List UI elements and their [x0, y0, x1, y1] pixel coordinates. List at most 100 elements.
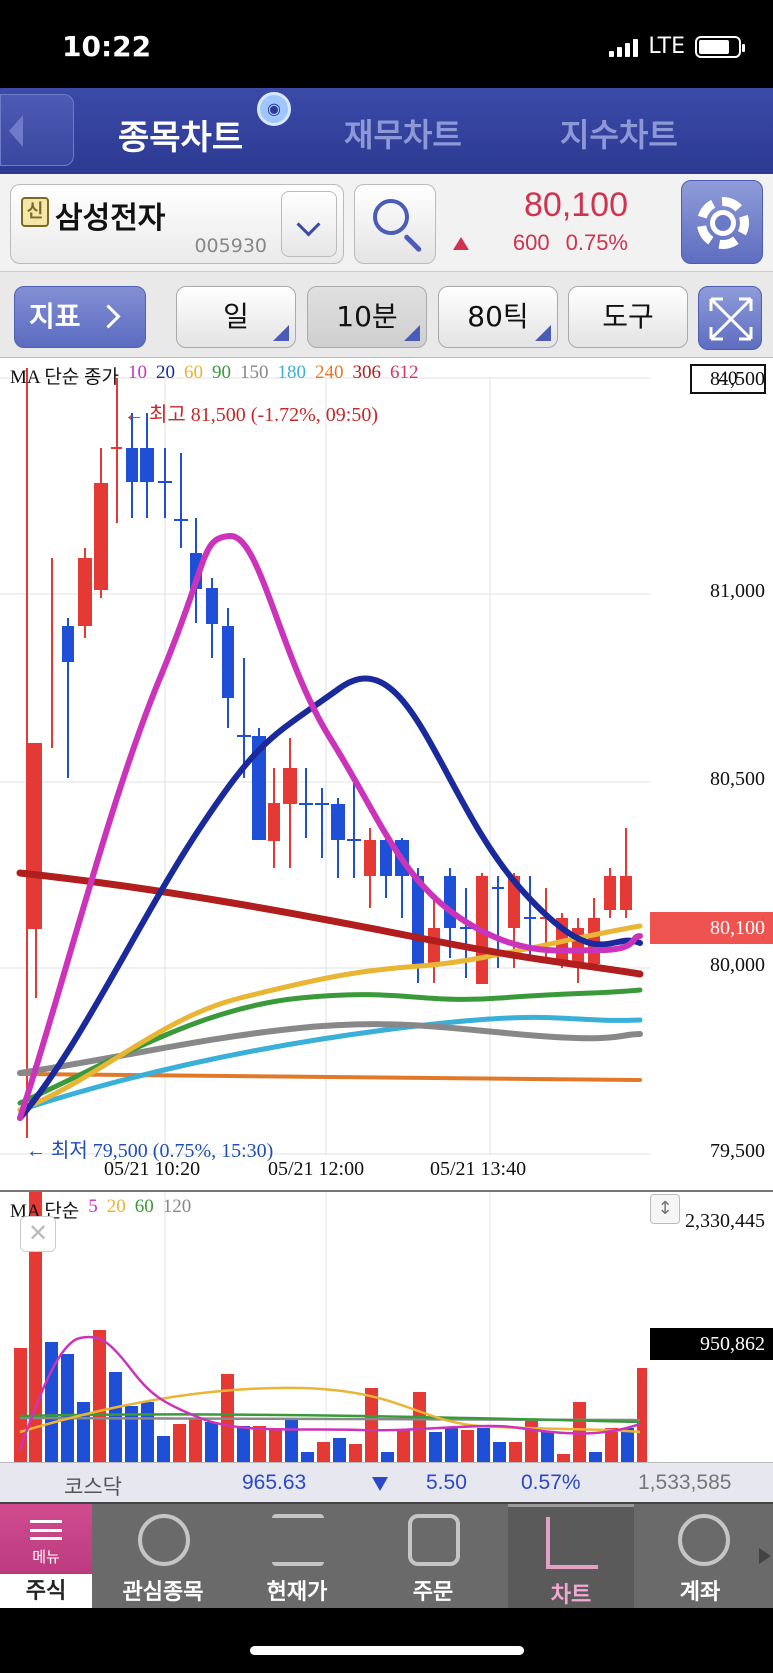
x-axis-tick: 05/21 12:00: [268, 1158, 365, 1180]
interval-button[interactable]: 10분: [307, 286, 427, 348]
tab-financial-chart[interactable]: 재무차트: [344, 116, 462, 154]
low-price-label: ← 최저 79,500 (0.75%, 15:30): [26, 1140, 274, 1162]
stock-info-bar: 신 삼성전자 005930 80,100 600 0.75%: [0, 174, 773, 272]
current-price: 80,100: [524, 186, 628, 224]
volume-current-tag: 950,862: [650, 1328, 773, 1360]
stock-code: 005930: [194, 235, 267, 257]
index-name: 코스닥: [64, 1476, 122, 1499]
x-axis-tick: 05/21 13:40: [430, 1158, 527, 1180]
index-volume: 1,533,585: [638, 1471, 732, 1494]
chart-toolbar: 지표 일 10분 80틱 도구: [0, 272, 773, 358]
close-icon[interactable]: ✕: [20, 1216, 56, 1252]
index-change: 5.50: [426, 1471, 467, 1494]
ma-legend-item: 90: [212, 362, 231, 383]
ma-legend-item: 60: [184, 362, 203, 383]
search-icon: [373, 199, 409, 235]
nav-current-price[interactable]: 현재가: [234, 1504, 360, 1610]
home-indicator[interactable]: [250, 1646, 524, 1655]
gear-icon: [697, 197, 749, 249]
y-axis-tick: 81,500: [710, 368, 765, 390]
stock-name: 삼성전자: [55, 201, 166, 236]
candles: [26, 368, 632, 1138]
nav-label: 관심종목: [122, 1580, 204, 1605]
status-time: 10:22: [62, 30, 152, 63]
ma-10-line: [17, 533, 643, 1121]
ma-60-line: [17, 923, 643, 1113]
battery-icon: [695, 35, 745, 58]
status-bar: 10:22 LTE: [0, 0, 773, 88]
vol-legend-item: 5: [88, 1196, 98, 1217]
tab-index-chart[interactable]: 지수차트: [560, 116, 678, 154]
index-value: 965.63: [242, 1471, 307, 1494]
vol-legend-item: 120: [162, 1196, 192, 1217]
order-icon: [408, 1514, 460, 1566]
header-tabs: 종목차트 ◉ 재무차트 지수차트: [0, 88, 773, 174]
down-triangle-icon: [372, 1477, 388, 1491]
x-axis-tick: 05/21 10:20: [104, 1158, 201, 1180]
current-price-icon: [272, 1514, 324, 1566]
stock-selector[interactable]: 신 삼성전자 005930: [10, 184, 344, 264]
tools-button[interactable]: 도구: [568, 286, 688, 348]
home-indicator-area: [0, 1608, 773, 1673]
day-label: 일: [223, 300, 249, 333]
nav-more-arrow-icon[interactable]: [759, 1548, 771, 1564]
index-change-percent: 0.57%: [521, 1471, 581, 1494]
ma-legend-title: MA 단순 종가: [10, 367, 119, 388]
y-axis-tick: 81,000: [710, 580, 765, 602]
volume-chart[interactable]: MA 단순 5 20 60 120 ✕ ↕ 2,330,445 950,862: [0, 1190, 773, 1464]
signal-icon: [609, 37, 639, 57]
nav-order[interactable]: 주문: [370, 1504, 496, 1610]
settings-button[interactable]: [681, 180, 763, 264]
period-count-box[interactable]: 40: [690, 364, 766, 394]
volume-bars: [14, 1192, 647, 1464]
y-axis-tick: 80,000: [710, 954, 765, 976]
volume-max-label: 2,330,445: [685, 1210, 765, 1232]
ma-240-line: [18, 1072, 642, 1082]
ma-legend-item: 180: [277, 362, 307, 383]
watchlist-icon: [138, 1514, 190, 1566]
nav-watchlist[interactable]: 관심종목: [100, 1504, 226, 1610]
vol-legend-item: 60: [134, 1196, 154, 1217]
interval-label: 10분: [336, 300, 398, 333]
high-price-label: ← 최고 81,500 (-1.72%, 09:50): [124, 404, 378, 426]
search-button[interactable]: [354, 184, 436, 264]
nav-account[interactable]: 계좌: [640, 1504, 760, 1610]
day-button[interactable]: 일: [176, 286, 296, 348]
ma-20-line: [17, 675, 643, 1121]
account-won-icon: [678, 1514, 730, 1566]
ma-legend-item: 612: [390, 362, 419, 383]
vol-ma-20-line: [19, 1386, 641, 1434]
index-ticker[interactable]: 코스닥 965.63 5.50 0.57% 1,533,585: [0, 1462, 773, 1502]
ma-legend-item: 20: [156, 362, 175, 383]
nav-menu-sub: 주식: [0, 1574, 92, 1610]
nav-chart[interactable]: 차트: [508, 1504, 634, 1610]
tick-button[interactable]: 80틱: [438, 286, 558, 348]
vol-legend-item: 20: [106, 1196, 126, 1217]
price-chart-canvas: [0, 368, 650, 1155]
nav-label: 계좌: [679, 1580, 721, 1605]
back-button[interactable]: [0, 94, 74, 166]
bottom-nav: 메뉴 주식 관심종목 현재가 주문 차트 계좌: [0, 1502, 773, 1610]
tab-stock-chart[interactable]: 종목차트: [118, 118, 244, 158]
ma-legend-item: 10: [128, 362, 147, 383]
stock-dropdown-button[interactable]: [281, 191, 337, 257]
fullscreen-button[interactable]: [698, 286, 762, 350]
nav-label: 현재가: [266, 1580, 328, 1605]
menu-icon: [30, 1520, 62, 1540]
resize-handle-icon[interactable]: ↕: [650, 1194, 680, 1224]
ma-legend-item: 306: [352, 362, 382, 383]
tick-label: 80틱: [467, 300, 529, 333]
price-chart[interactable]: MA 단순 종가 10 20 60 90 150 180 240 306 612…: [0, 358, 773, 1190]
chart-icon: [546, 1517, 598, 1569]
credit-badge: 신: [21, 197, 49, 227]
y-axis-tick: 79,500: [710, 1140, 765, 1162]
ma-legend[interactable]: MA 단순 종가 10 20 60 90 150 180 240 306 612: [10, 362, 419, 389]
ma-306-line: [16, 869, 644, 978]
nav-menu[interactable]: 메뉴 주식: [0, 1504, 92, 1610]
nav-label: 차트: [550, 1583, 592, 1608]
nav-menu-label: 메뉴: [32, 1548, 60, 1566]
volume-chart-canvas: [14, 1192, 647, 1464]
indicator-button[interactable]: 지표: [14, 286, 146, 348]
tab-badge-icon: ◉: [257, 92, 291, 126]
ma-legend-item: 240: [315, 362, 344, 383]
